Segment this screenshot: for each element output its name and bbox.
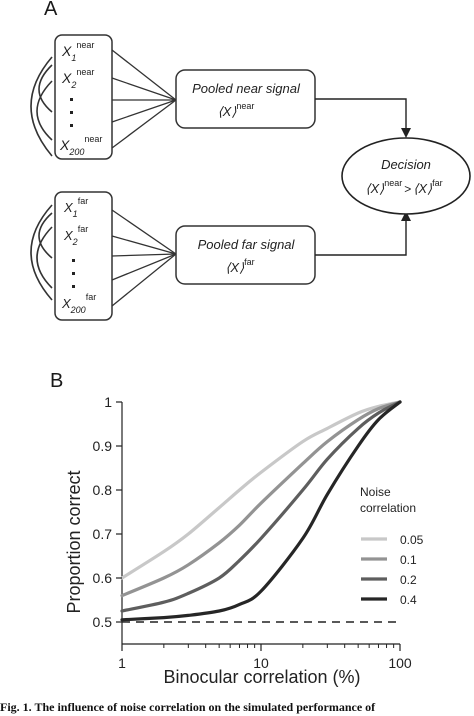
near-pooling-lines — [111, 49, 177, 149]
x-axis-label: Binocular correlation (%) — [163, 667, 360, 687]
far-x1-label: X1far — [63, 196, 88, 219]
pooled-far-title: Pooled far signal — [198, 237, 296, 252]
x-tick-label: 10 — [253, 655, 269, 671]
figure-caption: Fig. 1. The influence of noise correlati… — [0, 700, 376, 714]
y-tick-label: 0.9 — [93, 438, 113, 454]
chart-legend: 0.05 0.1 0.2 0.4 — [361, 533, 424, 607]
decision-title: Decision — [381, 157, 431, 172]
x-tick-label: 1 — [118, 655, 126, 671]
near-to-decision-arrow — [315, 98, 411, 138]
near-x2-label: X2near — [61, 67, 94, 90]
far-x2-label: X2far — [63, 224, 88, 247]
decision-ellipse — [341, 137, 471, 215]
chart-ticks: 0.5 0.6 0.7 0.8 0.9 1 1 10 100 — [93, 394, 412, 671]
performance-chart: 0.5 0.6 0.7 0.8 0.9 1 1 10 100 0.05 0.1 0.2 0.4 Bin… — [64, 394, 424, 687]
series-line-0.4 — [120, 400, 402, 622]
pooled-near-title: Pooled near signal — [192, 81, 301, 96]
series-line-0.05 — [120, 400, 402, 580]
pooled-far-mean: ⟨X⟩far — [225, 257, 254, 275]
near-ellipsis-dots — [70, 98, 73, 127]
chart-axes — [121, 402, 400, 645]
legend-label-0.05: 0.05 — [400, 533, 424, 547]
series-line-0.2 — [120, 400, 402, 613]
legend-title-line2: correlation — [360, 501, 416, 515]
far-pooling-lines — [111, 209, 177, 307]
pooled-near-mean: ⟨X⟩near — [218, 101, 255, 119]
legend-label-0.4: 0.4 — [400, 593, 417, 607]
far-correlation-arcs — [30, 204, 53, 301]
y-tick-label: 0.6 — [93, 570, 113, 586]
far-x200-label: X200far — [61, 292, 96, 315]
near-x1-label: X1near — [61, 40, 94, 63]
legend-label-0.1: 0.1 — [400, 553, 417, 567]
near-x200-label: X200near — [59, 134, 102, 157]
panel-a-label: A — [44, 0, 58, 20]
y-tick-label: 0.8 — [93, 482, 113, 498]
legend-label-0.2: 0.2 — [400, 573, 417, 587]
pooled-near-box — [175, 69, 316, 129]
legend-title-line1: Noise — [360, 485, 391, 499]
near-correlation-arcs — [30, 56, 53, 157]
chart-series — [120, 400, 402, 622]
far-to-decision-arrow — [315, 211, 411, 256]
near-neurons-box — [54, 34, 113, 160]
model-diagram: X1near X2near X200near X1far X2far X200f… — [30, 34, 471, 321]
y-tick-label: 0.5 — [93, 614, 113, 630]
y-tick-label: 0.7 — [93, 526, 113, 542]
y-tick-label: 1 — [104, 394, 112, 410]
pooled-far-box — [175, 225, 316, 285]
x-tick-label: 100 — [388, 655, 412, 671]
decision-rule: ⟨X⟩near > ⟨X⟩far — [365, 178, 442, 196]
far-ellipsis-dots — [72, 259, 75, 288]
panel-b-label: B — [50, 370, 64, 392]
series-line-0.1 — [120, 400, 402, 598]
y-axis-label: Proportion correct — [64, 470, 84, 613]
